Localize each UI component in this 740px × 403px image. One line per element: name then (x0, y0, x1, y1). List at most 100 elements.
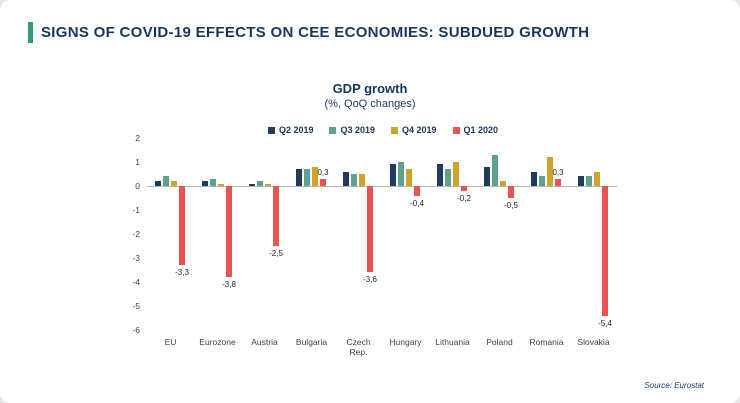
x-axis-label: Austria (251, 337, 278, 347)
legend-item: Q4 2019 (391, 125, 437, 135)
bar-group: -5,4 (570, 138, 617, 330)
bar-q1-2020 (461, 186, 467, 191)
legend-swatch (452, 126, 460, 134)
legend-item: Q2 2019 (267, 125, 314, 135)
bar-q4-2019 (218, 183, 224, 186)
bar-q4-2019 (406, 169, 412, 186)
bar-q4-2019 (547, 157, 553, 186)
bar-group: 0,3 (288, 138, 335, 330)
value-label: -5,4 (598, 318, 612, 328)
bar-q1-2020 (367, 186, 373, 273)
x-axis-label: Hungary (389, 337, 422, 347)
y-axis: 2 1 0 -1 -2 -3 -4 -5 -6 (121, 133, 147, 335)
legend: Q2 2019 Q3 2019 Q4 2019 Q1 2020 (147, 124, 619, 136)
y-axis-tick: 2 (135, 133, 140, 143)
y-axis-tick: -6 (132, 325, 140, 335)
value-label: 0,3 (317, 167, 329, 177)
x-axis-labels: EU Eurozone Austria Bulgaria Czech Rep. Hunga… (147, 330, 617, 357)
chart-subtitle: (%, QoQ changes) (324, 98, 416, 110)
bar-q2-2019 (155, 181, 161, 186)
bar-q3-2019 (304, 169, 310, 186)
value-label: -2,5 (269, 249, 283, 258)
bar-q4-2019 (500, 181, 506, 186)
bar-q4-2019 (359, 174, 365, 186)
bar-q1-2020 (179, 186, 185, 266)
bar-group: -2,5 (241, 138, 288, 330)
bar-q1-2020 (226, 186, 232, 278)
bar-q4-2019 (594, 171, 600, 186)
bar-q1-2020 (602, 186, 608, 316)
y-axis-tick: 0 (135, 181, 140, 191)
bar-q2-2019 (202, 181, 208, 186)
bar-q3-2019 (210, 178, 216, 186)
bar-q2-2019 (249, 183, 255, 186)
y-axis-tick: -3 (132, 253, 140, 263)
legend-item: Q3 2019 (329, 125, 375, 135)
bar-q1-2020 (320, 178, 326, 186)
bar-q1-2020 (273, 186, 279, 246)
bar-q3-2019 (492, 154, 498, 186)
bar-q2-2019 (531, 171, 537, 186)
bar-group: 0,3 (523, 138, 570, 330)
bar-q2-2019 (296, 169, 302, 186)
bar-q2-2019 (578, 176, 584, 186)
source-note: Source: Eurostat (644, 381, 704, 390)
plot-area: -3,3 -3,8 -2,5 0,3 -3,6 -0,4 -0,2 -0,5 0,3 -5,4 (147, 138, 617, 330)
bar-q4-2019 (171, 181, 177, 186)
title-accent-bar (28, 22, 33, 43)
bar-q4-2019 (312, 166, 318, 186)
bar-q3-2019 (163, 176, 169, 186)
x-axis-label: Poland (486, 337, 513, 347)
bar-q4-2019 (453, 162, 459, 186)
x-axis-label: Czech Rep. (346, 337, 371, 358)
value-label: -3,8 (222, 280, 236, 290)
bar-q3-2019 (257, 181, 263, 186)
y-axis-tick: -4 (132, 277, 140, 287)
bar-group: -0,2 (429, 138, 476, 330)
legend-item: Q1 2020 (452, 125, 499, 135)
bar-q1-2020 (555, 178, 561, 186)
y-axis-tick: -5 (132, 301, 140, 311)
x-axis-label: Lithuania (435, 337, 470, 347)
bar-q2-2019 (437, 164, 443, 186)
bar-q3-2019 (539, 176, 545, 186)
bar-q2-2019 (343, 171, 349, 186)
header: SIGNS OF COVID-19 EFFECTS ON CEE ECONOMI… (28, 22, 740, 43)
legend-label: Q3 2019 (340, 125, 375, 135)
chart: Q2 2019 Q3 2019 Q4 2019 Q1 2020 2 1 0 -1 -2 -3 -4… (121, 124, 619, 357)
bar-q3-2019 (445, 169, 451, 186)
bar-q2-2019 (484, 166, 490, 186)
value-label: 0,3 (552, 167, 564, 177)
bar-group: -3,3 (147, 138, 194, 330)
value-label: -0,5 (504, 201, 518, 210)
bar-q3-2019 (398, 162, 404, 186)
axis-area: 2 1 0 -1 -2 -3 -4 -5 -6 -3,3 -3,8 -2,5 0,3 -3,6 -0,4-… (121, 133, 619, 335)
x-axis-label: Romania (529, 337, 564, 347)
y-axis-tick: -2 (132, 229, 140, 239)
bar-q4-2019 (265, 183, 271, 186)
x-axis-label: Slovakia (577, 337, 610, 347)
value-label: -3,6 (363, 275, 377, 285)
y-axis-tick: -1 (132, 205, 140, 215)
x-axis-label: EU (164, 337, 177, 347)
chart-titles: GDP growth (%, QoQ changes) (0, 81, 740, 110)
bar-q2-2019 (390, 164, 396, 186)
legend-swatch (391, 126, 398, 134)
bar-group: -3,8 (194, 138, 241, 330)
legend-label: Q1 2020 (463, 125, 499, 135)
bar-group: -0,4 (382, 138, 429, 330)
legend-label: Q2 2019 (278, 125, 314, 135)
bar-q3-2019 (586, 176, 592, 186)
legend-swatch (267, 126, 275, 134)
value-label: -0,2 (457, 193, 471, 203)
legend-label: Q4 2019 (402, 125, 437, 135)
bar-q1-2020 (508, 186, 514, 198)
bar-group: -3,6 (335, 138, 382, 330)
zero-axis-line (147, 186, 617, 187)
page-title: SIGNS OF COVID-19 EFFECTS ON CEE ECONOMI… (41, 24, 590, 41)
bar-group: -0,5 (476, 138, 523, 330)
chart-title: GDP growth (332, 81, 408, 96)
legend-swatch (329, 126, 337, 134)
x-axis-label: Eurozone (199, 337, 236, 347)
